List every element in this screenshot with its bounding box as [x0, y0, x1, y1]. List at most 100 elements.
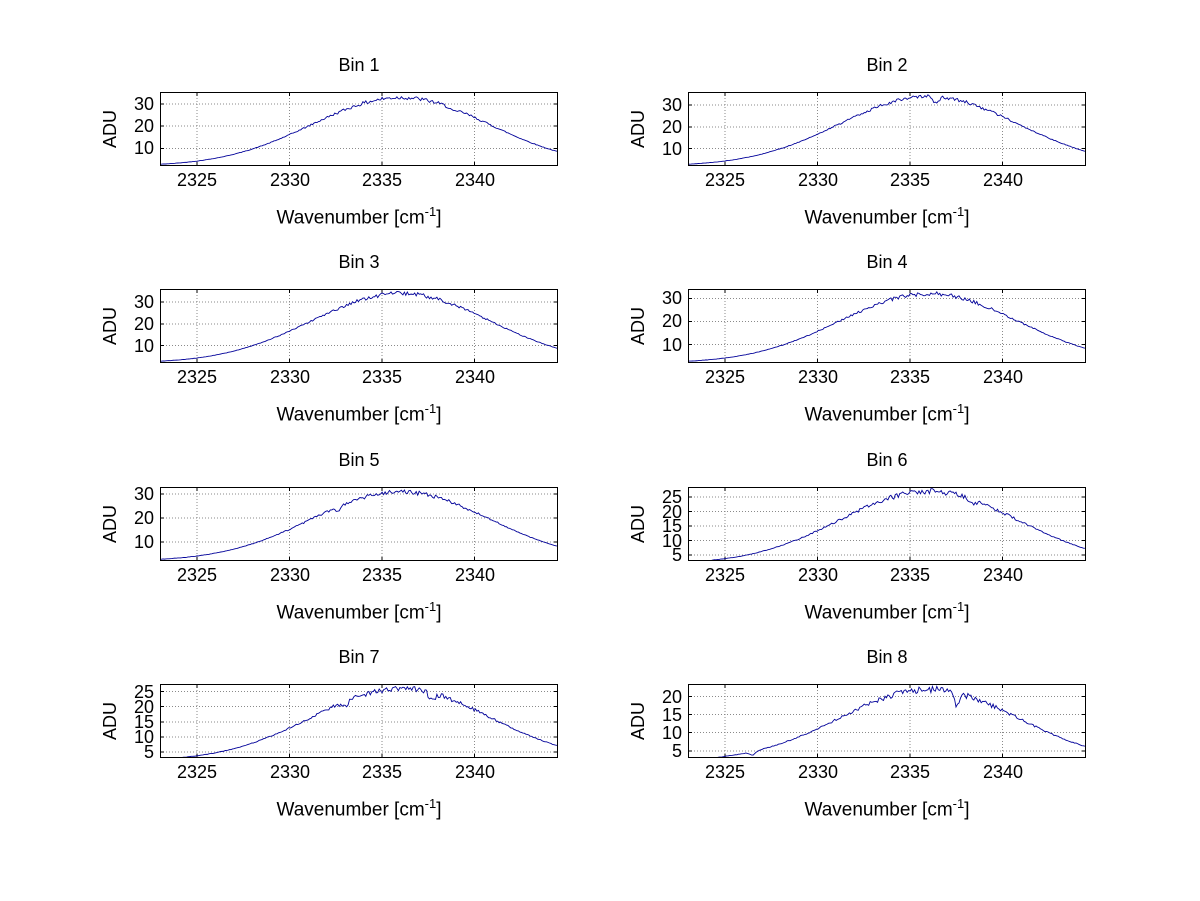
y-tick-label: 10: [133, 727, 154, 747]
x-tick-label: 2335: [889, 367, 931, 387]
spectrum-curve: [688, 290, 1085, 362]
x-axis-label-superscript: -1: [424, 401, 437, 416]
x-tick-labels: 2325 2330 2335 2340: [160, 170, 558, 194]
x-axis-label-superscript: -1: [424, 599, 437, 614]
x-axis-label-text: Wavenumber [cm: [276, 602, 425, 624]
x-tick-label: 2325: [176, 170, 218, 190]
y-tick-label: 5: [671, 741, 682, 761]
chart-title: Bin 7: [338, 647, 380, 667]
x-axis-label-text: Wavenumber [cm: [804, 207, 953, 229]
x-axis-label-superscript: -1: [952, 599, 965, 614]
plot-area: [688, 487, 1086, 561]
y-tick-label: 10: [661, 139, 682, 159]
y-tick-label: 10: [661, 335, 682, 355]
x-tick-label: 2330: [797, 762, 839, 782]
x-axis-label-text: Wavenumber [cm: [276, 799, 425, 821]
y-tick-label: 25: [661, 487, 682, 507]
x-tick-label: 2340: [454, 565, 496, 585]
x-tick-label: 2340: [454, 367, 496, 387]
x-tick-label: 2340: [454, 762, 496, 782]
y-tick-label: 30: [133, 94, 154, 114]
x-axis-label: Wavenumber [cm-1]: [160, 796, 558, 821]
x-axis-label: Wavenumber [cm-1]: [160, 401, 558, 426]
x-axis-label-close: ]: [964, 207, 970, 229]
x-axis-label-text: Wavenumber [cm: [276, 207, 425, 229]
y-tick-label: 20: [133, 697, 154, 717]
spectrum-curve: [160, 291, 558, 362]
x-tick-labels: 2325 2330 2335 2340: [160, 367, 558, 391]
y-tick-labels: 10 20 30: [96, 289, 154, 363]
x-tick-labels: 2325 2330 2335 2340: [688, 565, 1086, 589]
spectrum-curve: [160, 685, 558, 758]
x-tick-label: 2335: [889, 565, 931, 585]
y-tick-label: 30: [133, 484, 154, 504]
axes-frame: [688, 487, 1086, 561]
y-tick-label: 5: [143, 742, 154, 762]
y-tick-label: 20: [661, 687, 682, 707]
y-tick-label: 10: [661, 531, 682, 551]
x-tick-label: 2335: [361, 565, 403, 585]
x-tick-label: 2330: [269, 565, 311, 585]
x-tick-label: 2340: [982, 170, 1024, 190]
y-tick-label: 15: [133, 712, 154, 732]
x-tick-label: 2335: [361, 367, 403, 387]
y-tick-label: 15: [661, 705, 682, 725]
y-tick-label: 30: [133, 292, 154, 312]
x-tick-labels: 2325 2330 2335 2340: [160, 565, 558, 589]
chart-title: Bin 3: [338, 252, 380, 272]
y-tick-label: 10: [133, 138, 154, 158]
x-axis-label-text: Wavenumber [cm: [276, 404, 425, 426]
x-axis-label-close: ]: [964, 602, 970, 624]
chart-title: Bin 5: [338, 450, 380, 470]
x-tick-label: 2330: [797, 170, 839, 190]
y-tick-label: 30: [661, 288, 682, 308]
x-axis-label-superscript: -1: [952, 401, 965, 416]
x-tick-label: 2325: [704, 367, 746, 387]
plot-area: [688, 92, 1086, 166]
y-tick-label: 20: [661, 311, 682, 331]
chart-title: Bin 6: [866, 450, 908, 470]
x-tick-labels: 2325 2330 2335 2340: [160, 762, 558, 786]
x-axis-label-superscript: -1: [952, 796, 965, 811]
subplot-bin-2: Bin 2 ADU 10 20 30 2325 2330 2335 2340 Wavenu…: [624, 50, 1094, 242]
axes-frame: [160, 487, 558, 561]
axes-frame: [688, 684, 1086, 758]
y-tick-label: 10: [133, 336, 154, 356]
plot-area: [160, 289, 558, 363]
y-tick-labels: 10 20 30: [624, 92, 682, 166]
plot-area: [160, 92, 558, 166]
x-axis-label-close: ]: [436, 799, 442, 821]
x-tick-label: 2340: [982, 762, 1024, 782]
y-tick-label: 25: [133, 682, 154, 702]
spectrum-curve: [688, 684, 1086, 758]
subplot-bin-5: Bin 5 ADU 10 20 30 2325 2330 2335 2340 Wavenu…: [96, 445, 566, 637]
axes-frame: [688, 289, 1086, 363]
x-tick-label: 2335: [361, 170, 403, 190]
chart-title: Bin 4: [866, 252, 908, 272]
y-tick-label: 10: [661, 723, 682, 743]
plot-area: [688, 684, 1086, 758]
x-axis-label-close: ]: [436, 207, 442, 229]
subplot-bin-1: Bin 1 ADU 10 20 30 2325 2330 2335 2340 Wavenu…: [96, 50, 566, 242]
x-tick-label: 2330: [797, 565, 839, 585]
x-tick-labels: 2325 2330 2335 2340: [688, 762, 1086, 786]
y-tick-labels: 10 20 30: [624, 288, 682, 363]
x-tick-label: 2335: [889, 170, 931, 190]
x-tick-labels: 2325 2330 2335 2340: [688, 170, 1086, 194]
subplot-bin-7: Bin 7 ADU 5 10 15 20 25 2325 2330 2335 2340 Wav…: [96, 642, 566, 834]
y-tick-label: 10: [133, 532, 154, 552]
x-axis-label-text: Wavenumber [cm: [804, 799, 953, 821]
spectrum-curve: [688, 94, 1086, 165]
chart-title: Bin 1: [338, 55, 380, 75]
plot-area: [688, 289, 1086, 363]
x-tick-label: 2330: [269, 367, 311, 387]
y-tick-labels: 5 10 15 20 25: [624, 487, 682, 565]
x-tick-label: 2325: [176, 762, 218, 782]
plot-area: [160, 487, 558, 561]
x-tick-label: 2325: [176, 565, 218, 585]
x-axis-label-close: ]: [964, 799, 970, 821]
x-tick-label: 2330: [797, 367, 839, 387]
y-tick-labels: 5 10 15 20: [624, 684, 682, 761]
x-axis-label: Wavenumber [cm-1]: [688, 401, 1086, 426]
